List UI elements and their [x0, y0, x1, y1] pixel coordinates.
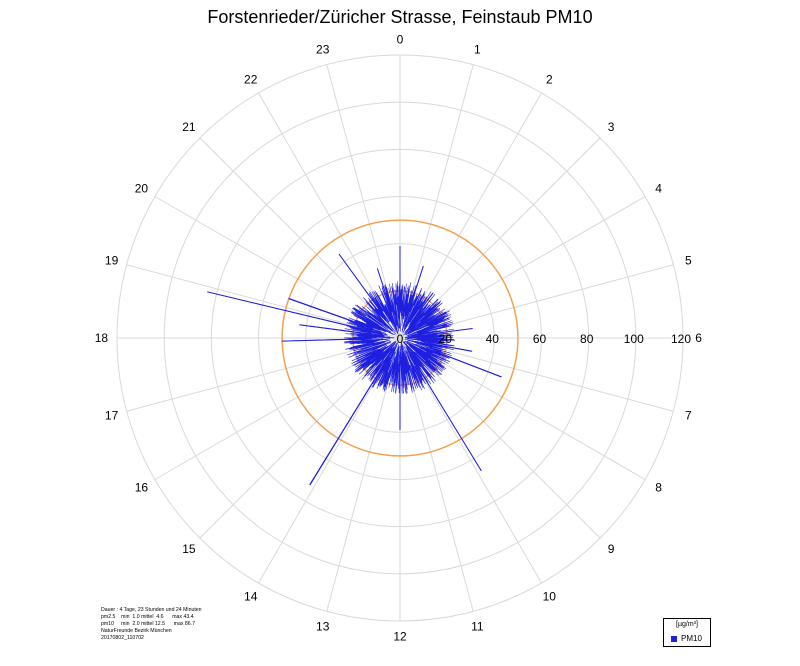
radial-tick-label: 0: [397, 332, 404, 346]
duration-line: Dauer : 4 Tage, 23 Stunden und 24 Minute…: [101, 607, 202, 613]
pm10-spike: [207, 291, 373, 332]
grid-spoke: [399, 92, 542, 339]
pm10-spike: [414, 361, 482, 471]
hour-label: 23: [316, 43, 330, 57]
hour-label: 6: [695, 331, 702, 345]
hour-label: 7: [685, 408, 692, 422]
hour-label: 2: [546, 72, 553, 86]
reference-circle: [281, 219, 519, 457]
pm25-stats-line: pm2.5 min 1.0 mittel 4.6 max 43.4: [101, 614, 194, 620]
pm10-spike: [282, 338, 372, 342]
hour-label: 16: [135, 480, 149, 494]
timestamp-line: 20170802_110702: [101, 635, 144, 641]
hour-label: 19: [105, 254, 119, 268]
hour-label: 5: [685, 254, 692, 268]
radial-tick-label: 120: [671, 332, 691, 346]
hour-label: 8: [655, 480, 662, 494]
pm10-spike: [426, 347, 502, 378]
grid-spoke: [199, 137, 401, 339]
pm10-spike: [299, 324, 372, 335]
hour-label: 11: [471, 619, 484, 633]
pm10-spike: [309, 361, 386, 486]
radial-tick-label: 60: [533, 332, 547, 346]
pm10-spike: [338, 253, 384, 316]
pm10-spike: [376, 268, 392, 312]
hour-label: 14: [244, 590, 258, 604]
pm10-stats-line: pm10 min 2.0 mittel 12.5 max 86.7: [101, 621, 195, 627]
legend-label-pm10: PM10: [681, 634, 702, 643]
info-box: Dauer : 4 Tage, 23 Stunden und 24 Minute…: [101, 607, 321, 642]
hour-label: 10: [543, 590, 557, 604]
pm10-trace: [207, 245, 502, 486]
legend: [µg/m³] PM10: [663, 618, 711, 647]
radial-tick-label: 100: [624, 332, 644, 346]
hour-label: 3: [608, 120, 615, 134]
hour-label: 18: [95, 331, 109, 345]
pm10-spike: [408, 266, 424, 312]
hour-label: 9: [608, 542, 615, 556]
chart-title: Forstenrieder/Züricher Strasse, Feinstau…: [207, 7, 592, 27]
hour-label: 22: [244, 72, 258, 86]
radial-tick-labels: 0 20 40 60 80 100 120: [397, 332, 692, 346]
pm10-spike: [288, 298, 374, 330]
legend-unit: [µg/m³]: [676, 621, 698, 628]
hour-label: 0: [397, 32, 404, 46]
radial-tick-label: 40: [486, 332, 500, 346]
pm10-series: [207, 245, 502, 486]
hour-label: 17: [105, 408, 119, 422]
pm10-spike: [427, 342, 472, 352]
organisation-line: NaturFreunde Bezirk München: [101, 628, 172, 634]
radial-tick-label: 20: [439, 332, 453, 346]
legend-swatch-pm10: [671, 636, 677, 642]
hour-label: 20: [135, 182, 149, 196]
hour-label: 1: [474, 43, 481, 57]
hour-label: 4: [655, 182, 662, 196]
hour-label: 21: [182, 120, 196, 134]
pm10-spike: [428, 328, 473, 335]
hour-label: 15: [182, 542, 196, 556]
hour-label: 12: [393, 630, 407, 644]
radial-tick-label: 80: [580, 332, 594, 346]
hour-label: 13: [316, 619, 330, 633]
